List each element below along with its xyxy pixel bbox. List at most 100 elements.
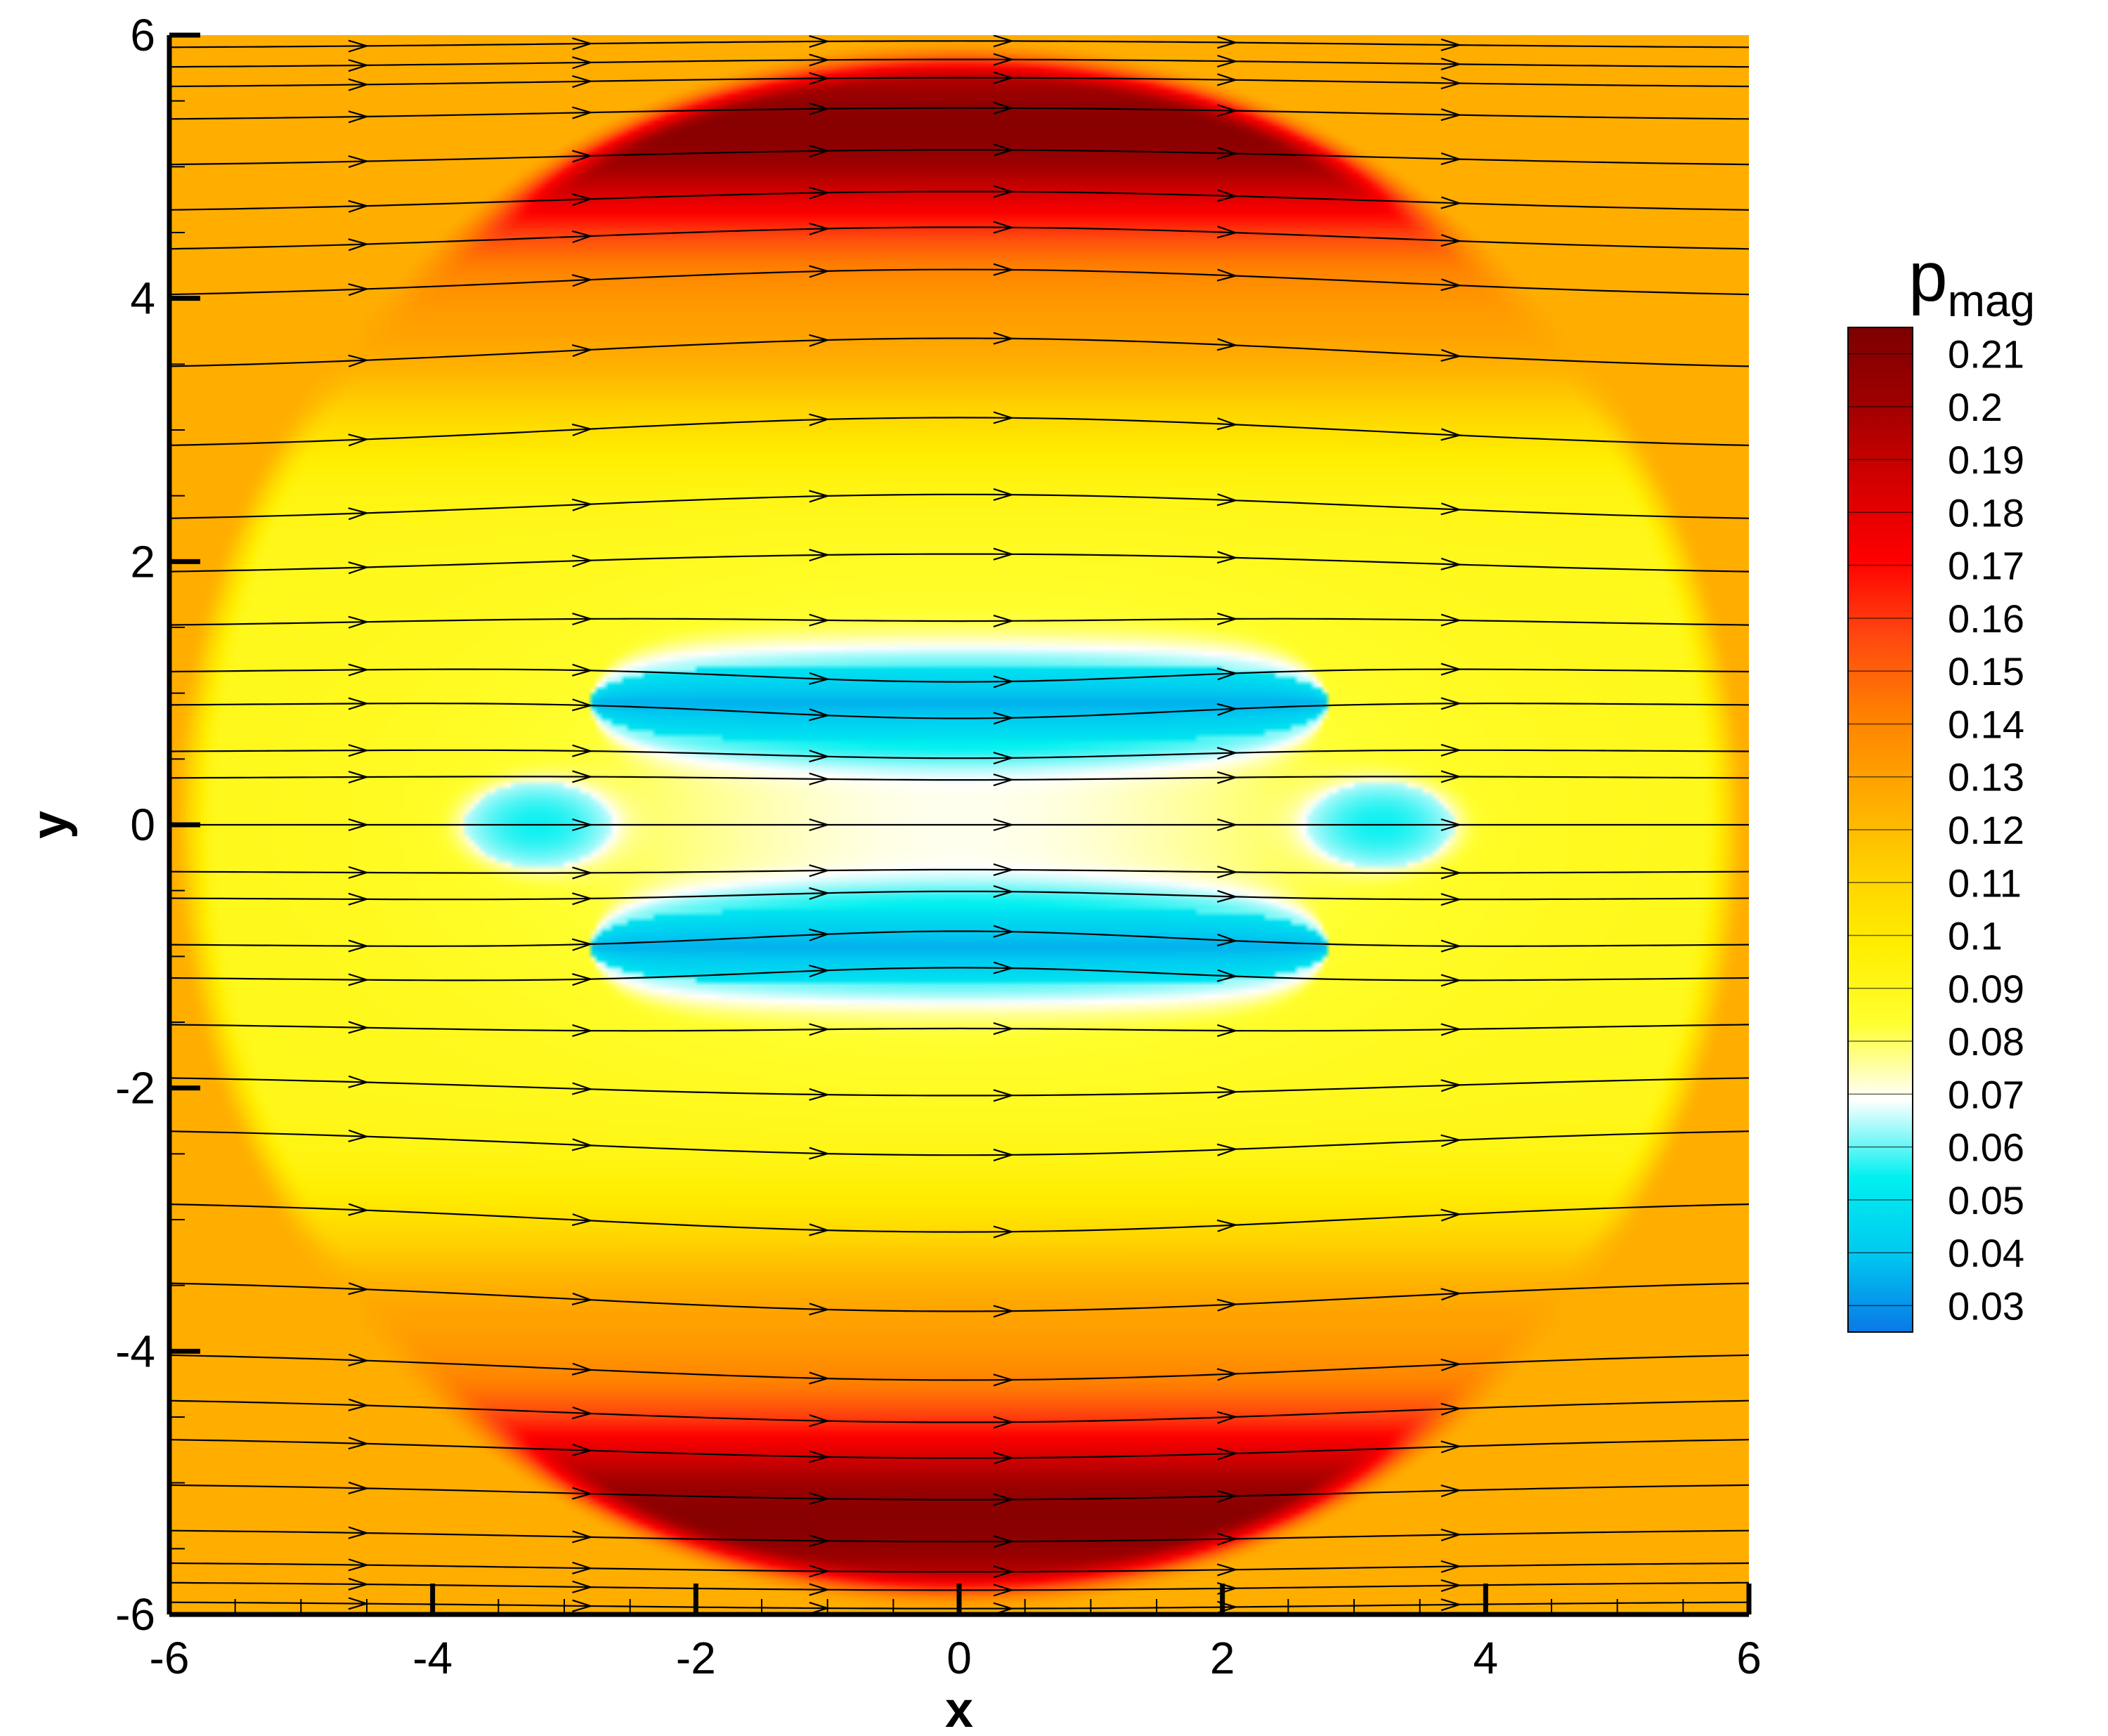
colorbar-tick-label: 0.16 (1948, 596, 2024, 641)
streamline-arrow (348, 1558, 370, 1572)
streamline-arrow (993, 185, 1015, 198)
streamline-arrow (348, 1481, 370, 1495)
streamline-arrow (809, 1223, 831, 1236)
streamline-arrow (993, 35, 1015, 48)
streamline-arrow (1440, 38, 1462, 51)
streamline (169, 1203, 1749, 1233)
streamline (169, 967, 1749, 981)
streamline-arrow (348, 1577, 370, 1591)
streamline-arrow (348, 433, 370, 447)
streamline-arrow (571, 554, 594, 568)
streamline-arrow (348, 59, 370, 72)
streamline-arrow (572, 612, 594, 626)
streamline-arrow (348, 78, 370, 91)
streamline-arrow (993, 614, 1015, 628)
streamline-arrow (348, 892, 370, 906)
colorbar-tick-label: 0.07 (1948, 1072, 2024, 1116)
streamline-arrow (809, 490, 831, 503)
streamline-arrow (809, 1023, 831, 1036)
streamline-arrow (1440, 697, 1462, 710)
streamline (169, 668, 1749, 683)
streamline-arrow (993, 221, 1015, 234)
streamline-arrow (348, 973, 370, 986)
streamline-arrow (809, 887, 831, 900)
streamline-arrow (1440, 1560, 1462, 1573)
streamline-arrow (809, 1565, 831, 1578)
y-tick-label: 2 (130, 536, 155, 587)
streamline (169, 417, 1749, 446)
streamline-arrow (993, 1493, 1015, 1506)
streamline-arrow (809, 102, 831, 116)
streamline-arrow (1216, 1489, 1239, 1503)
streamline (169, 1024, 1749, 1032)
colorbar: 0.21 0.2 0.19 0.18 0.17 0.16 0.15 0.14 0.13 0.12 0… (1847, 327, 2024, 1333)
streamline-arrow (1216, 73, 1239, 86)
streamline (169, 40, 1749, 48)
streamline-arrow (1440, 1079, 1462, 1092)
streamline-arrow (572, 56, 594, 70)
streamline-arrow (1440, 348, 1462, 362)
streamline-arrow (348, 663, 370, 677)
streamline-arrow (572, 973, 594, 986)
streamline-arrow (993, 961, 1015, 974)
streamline-arrow (993, 1089, 1015, 1102)
streamline-arrow (1216, 551, 1239, 564)
streamline-arrow (1440, 663, 1462, 676)
streamline-arrow (1440, 1208, 1462, 1222)
colorbar-tick-label: 0.12 (1948, 808, 2024, 852)
y-tick-label: -6 (115, 1589, 155, 1640)
streamline-arrow (348, 744, 370, 757)
streamline-arrow (348, 818, 370, 832)
streamline-arrow (993, 712, 1015, 725)
streamline-arrow (809, 613, 831, 627)
streamline-arrow (571, 230, 594, 244)
streamline-arrow (809, 1534, 831, 1548)
streamline-arrow (571, 1213, 594, 1227)
streamline-arrow (1216, 226, 1239, 239)
streamline-arrow (1440, 893, 1462, 906)
streamline-arrow (571, 1406, 594, 1420)
streamline-arrow (809, 35, 831, 48)
streamline-arrow (1440, 1358, 1462, 1371)
streamline-arrow (1217, 36, 1239, 49)
streamline-arrow (993, 1148, 1015, 1162)
streamline (169, 107, 1749, 120)
streamline (169, 1399, 1749, 1423)
streamline-arrow (1217, 818, 1239, 832)
streamline (169, 1077, 1749, 1097)
streamline-arrow (1216, 338, 1239, 351)
colorbar-tick-label: 0.09 (1948, 967, 2024, 1011)
streamline-arrow (809, 222, 831, 235)
streamline-arrow (993, 1535, 1015, 1548)
streamline-arrow (571, 423, 594, 436)
streamline-arrow (993, 71, 1015, 84)
streamline-arrow (1440, 1402, 1462, 1416)
streamline-arrow (1216, 667, 1239, 681)
streamline-arrow (1216, 747, 1239, 760)
streamline (169, 1529, 1749, 1543)
streamline-arrow (1440, 866, 1462, 880)
streamline-arrow (571, 1138, 594, 1151)
streamline-arrow (993, 143, 1015, 157)
colorbar-tick-label: 0.03 (1948, 1284, 2024, 1328)
streamline-arrow (993, 818, 1015, 832)
streamline-arrow (1216, 1411, 1239, 1424)
streamline-arrow (1440, 818, 1462, 832)
streamline-arrow (1440, 1598, 1462, 1612)
y-tick-label: -4 (115, 1326, 155, 1376)
streamline-arrow (348, 1075, 370, 1088)
streamline (169, 890, 1749, 901)
x-tick-label: -4 (412, 1633, 453, 1683)
streamline-arrow (1217, 771, 1239, 784)
streamline-arrow (993, 1565, 1015, 1579)
streamline-arrow (1440, 1440, 1462, 1454)
streamline-arrow (572, 663, 594, 677)
streamline-arrow (1216, 969, 1239, 982)
streamline-arrow (1440, 770, 1462, 783)
streamline-arrow (572, 150, 594, 163)
x-tick-label: 2 (1210, 1633, 1235, 1683)
streamline-arrow (1216, 1368, 1239, 1381)
streamline-arrow (572, 1580, 594, 1593)
streamline (169, 1130, 1749, 1156)
streamline (169, 190, 1749, 211)
